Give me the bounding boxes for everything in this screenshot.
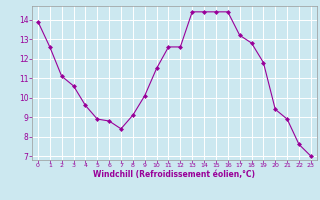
- X-axis label: Windchill (Refroidissement éolien,°C): Windchill (Refroidissement éolien,°C): [93, 170, 255, 179]
